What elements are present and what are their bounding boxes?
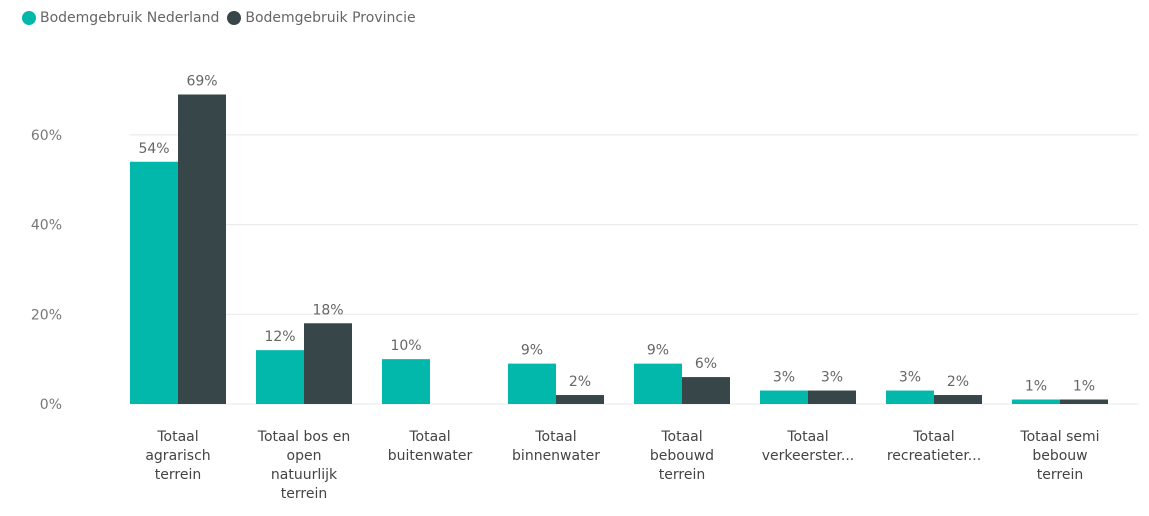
category-label-line: terrein (1037, 467, 1083, 483)
bar-nederland[interactable] (1012, 399, 1060, 404)
category-label: Totaal verkeerster... (762, 429, 854, 464)
data-label: 3% (821, 370, 843, 386)
data-label: 69% (186, 73, 217, 89)
legend-dot-provincie-icon (227, 11, 242, 25)
legend-item-nederland[interactable]: Bodemgebruik Nederland (22, 10, 219, 26)
data-label: 3% (899, 370, 921, 386)
bar-provincie[interactable] (1060, 399, 1108, 404)
category-label-line: Totaal bos en (257, 429, 350, 445)
data-label: 2% (569, 374, 591, 390)
category-label-line: natuurlijk (271, 467, 338, 483)
data-label: 54% (138, 141, 169, 157)
bar-provincie[interactable] (682, 377, 730, 404)
data-label: 1% (1025, 379, 1047, 395)
bar-nederland[interactable] (382, 359, 430, 404)
y-tick-label: 60% (31, 128, 62, 144)
legend-item-provincie[interactable]: Bodemgebruik Provincie (227, 10, 416, 26)
category-label: Totaal bos en open natuurlijk terrein (257, 429, 350, 502)
category-label-line: recreatieter... (887, 448, 981, 464)
bar-nederland[interactable] (256, 350, 304, 404)
category-label-line: Totaal (408, 429, 450, 445)
category-label: Totaal bebouwd terrein (650, 429, 714, 483)
data-label: 2% (947, 374, 969, 390)
data-label: 10% (390, 338, 421, 354)
bar-provincie[interactable] (178, 94, 226, 404)
legend-label-nederland: Bodemgebruik Nederland (40, 10, 220, 26)
category-label-line: open (287, 448, 322, 464)
category-label: Totaal buitenwater (388, 429, 473, 464)
bar-provincie[interactable] (556, 395, 604, 404)
bar-provincie[interactable] (808, 390, 856, 404)
category-label-line: Totaal (786, 429, 828, 445)
category-label-line: buitenwater (388, 448, 473, 464)
bar-nederland[interactable] (760, 390, 808, 404)
category-label-line: Totaal (534, 429, 576, 445)
category-label-line: bebouw (1032, 448, 1087, 464)
bar-provincie[interactable] (934, 395, 982, 404)
category-label-line: Totaal (912, 429, 954, 445)
y-tick-label: 40% (31, 218, 62, 234)
category-label-line: terrein (155, 467, 201, 483)
legend-dot-nederland-icon (22, 11, 36, 25)
bar-nederland[interactable] (130, 161, 178, 404)
category-label-line: Totaal (660, 429, 702, 445)
category-label-line: Totaal semi (1019, 429, 1099, 445)
category-label: Totaal semi bebouw terrein (1019, 429, 1099, 483)
bar-nederland[interactable] (634, 363, 682, 404)
data-label: 9% (647, 343, 669, 359)
category-label: Totaal binnenwater (512, 429, 600, 464)
category-label-line: verkeerster... (762, 448, 854, 464)
category-label: Totaal agrarisch terrein (145, 429, 210, 483)
data-label: 12% (264, 329, 295, 345)
category-label-line: bebouwd (650, 448, 714, 464)
category-label-line: binnenwater (512, 448, 600, 464)
chart-legend: Bodemgebruik Nederland Bodemgebruik Prov… (22, 10, 416, 26)
bar-nederland[interactable] (508, 363, 556, 404)
category-label-line: Totaal (156, 429, 198, 445)
data-label: 3% (773, 370, 795, 386)
category-label-line: terrein (281, 486, 327, 502)
category-label: Totaal recreatieter... (887, 429, 981, 464)
bar-provincie[interactable] (304, 323, 352, 404)
data-label: 18% (312, 302, 343, 318)
category-label-line: terrein (659, 467, 705, 483)
data-label: 6% (695, 356, 717, 372)
legend-label-provincie: Bodemgebruik Provincie (245, 10, 416, 26)
y-tick-label: 20% (31, 307, 62, 323)
bar-nederland[interactable] (886, 390, 934, 404)
data-label: 1% (1073, 379, 1095, 395)
data-label: 9% (521, 343, 543, 359)
category-label-line: agrarisch (145, 448, 210, 464)
y-tick-label: 0% (40, 397, 62, 413)
